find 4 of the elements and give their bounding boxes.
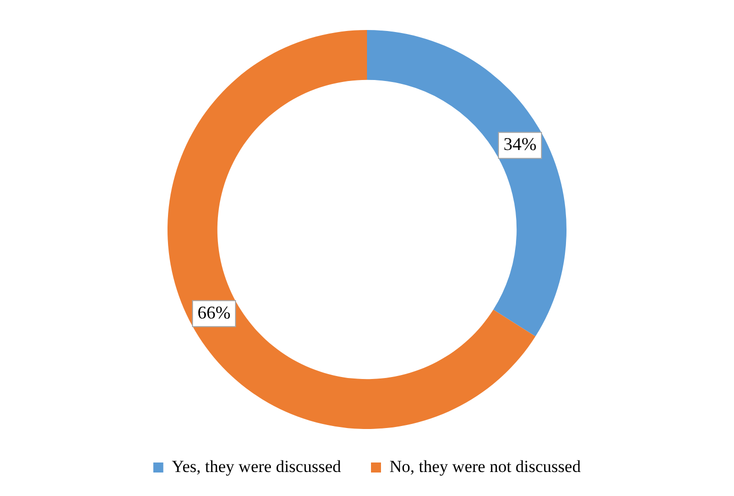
legend-label: No, they were not discussed: [389, 456, 582, 476]
legend-label: Yes, they were discussed: [172, 456, 342, 476]
data-label: 66%: [198, 302, 231, 322]
data-label: 34%: [503, 134, 536, 154]
